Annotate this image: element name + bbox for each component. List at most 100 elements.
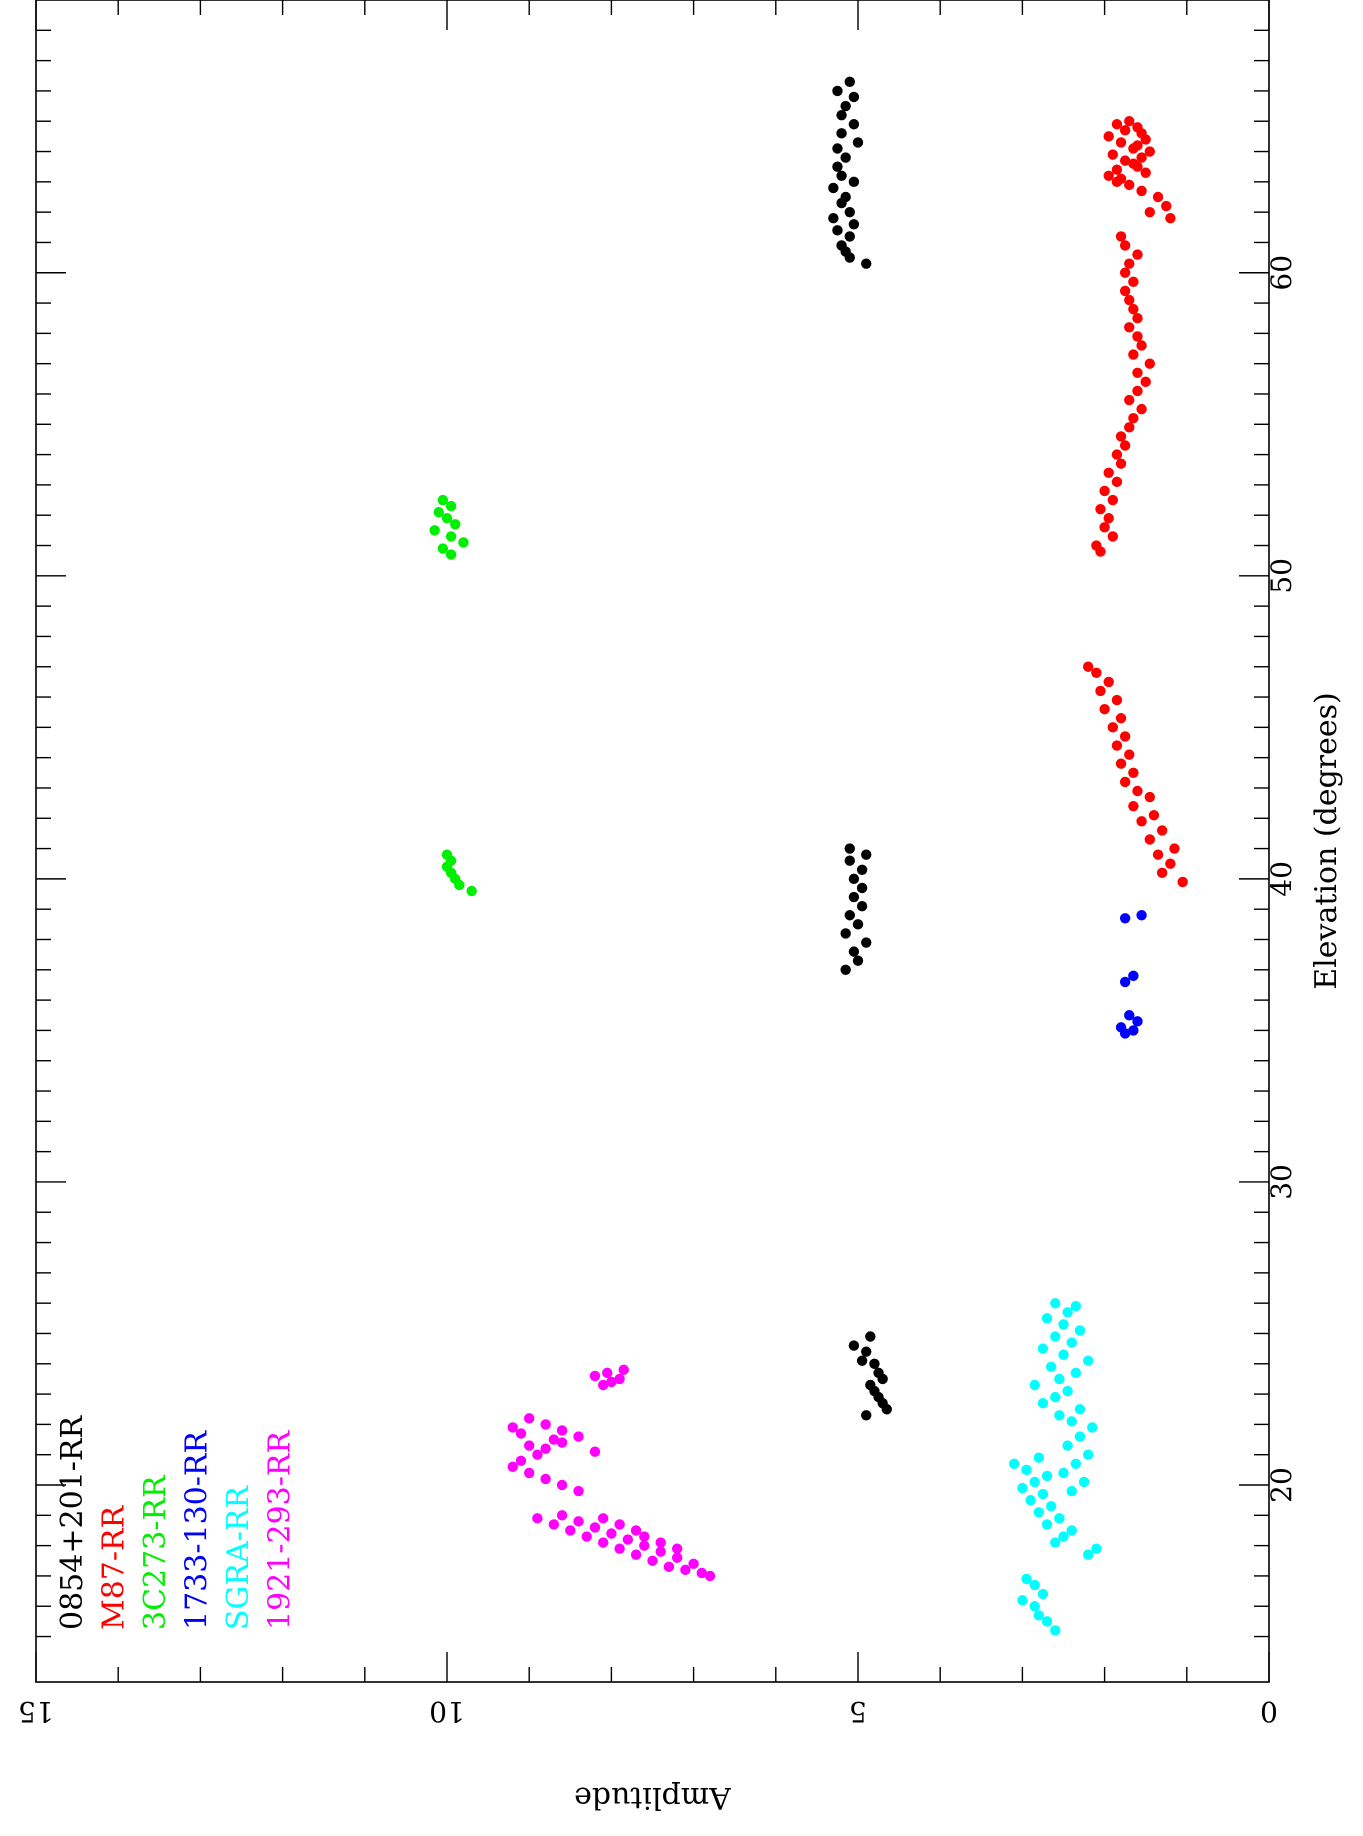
data-point [524,1413,535,1424]
data-point [1107,722,1119,733]
data-point [856,882,868,894]
data-point [832,225,843,236]
data-point [614,1519,625,1530]
data-point [1103,170,1114,181]
data-point [663,1561,675,1573]
data-point [540,1443,551,1454]
data-point [1156,867,1168,879]
data-point [433,506,444,518]
data-point [840,191,851,203]
data-point [840,964,851,976]
data-point [1136,340,1147,351]
data-point [606,1376,617,1388]
data-point [671,1543,683,1554]
data-point [573,1431,584,1442]
series-3C273-RR [429,494,477,897]
data-point [1021,1573,1032,1585]
legend-entry: 0854+201-RR [55,1415,90,1630]
data-point [540,1473,551,1485]
data-point [565,1525,576,1536]
data-point [1119,776,1131,788]
data-point [848,119,860,130]
data-point [1177,876,1188,888]
data-point [1082,1449,1094,1460]
data-point [848,176,860,188]
data-point [1029,1601,1040,1612]
data-point [597,1379,609,1391]
data-point [836,170,847,181]
data-point [848,873,860,885]
data-point [1128,276,1139,288]
data-point [602,1367,613,1379]
data-point [1082,1549,1094,1560]
data-point [1132,140,1143,151]
data-point [1115,713,1127,724]
data-point [1062,1385,1073,1397]
data-point [606,1528,617,1539]
data-point [1082,661,1094,672]
data-point [515,1428,527,1439]
data-point [840,152,851,163]
elevation-tick-label: 20 [1265,1467,1298,1503]
data-point [429,525,440,536]
data-point [450,519,461,530]
data-point [865,1331,876,1342]
legend: 0854+201-RR M87-RR 3C273-RR 1733-130-RR SGRA… [55,1415,298,1630]
data-point [1156,825,1168,836]
data-point [532,1449,543,1460]
data-point [832,143,843,154]
data-point [1107,531,1119,542]
elevation-tick-label: 40 [1265,861,1298,897]
data-point [1144,358,1156,369]
data-point [1128,970,1139,982]
data-point [1078,1476,1090,1488]
legend-entry: 1733-130-RR [180,1430,215,1630]
data-point [1103,467,1114,478]
data-point [1074,1404,1086,1415]
data-point [877,1373,888,1385]
amplitude-tick-label: 10 [429,1695,465,1728]
axes: 20 30 40 50 60 0 5 10 15 Elevation (degrees) Ampli… [18,0,1344,1815]
data-point [1124,422,1135,433]
data-point [614,1373,625,1385]
data-point [1017,1594,1028,1606]
data-point [458,537,469,548]
data-point [532,1513,543,1524]
data-point [1041,1313,1053,1324]
data-point [1099,522,1110,533]
data-point [1058,1467,1069,1479]
data-point [548,1519,560,1530]
data-point [445,500,457,512]
data-point [680,1564,691,1576]
data-point [869,1358,880,1369]
data-point [597,1537,609,1548]
data-point [1021,1464,1032,1476]
data-point [671,1552,683,1563]
data-point [1062,1307,1073,1318]
data-point [844,231,855,242]
data-point [1115,137,1127,148]
data-point [1169,843,1180,854]
data-point [1037,1343,1049,1354]
data-point [622,1534,634,1545]
data-point [828,213,839,224]
data-point [1124,749,1135,760]
data-point [1128,158,1139,169]
data-point [1070,1301,1082,1312]
data-point [573,1516,584,1527]
data-point [1128,413,1139,424]
data-point [1136,152,1147,163]
data-point [1128,767,1139,779]
data-point [1066,1485,1077,1497]
data-point [445,531,457,542]
data-point [844,855,855,866]
series-0854+201-RR [828,76,892,1421]
data-point [466,885,477,897]
data-point [1091,1543,1102,1554]
data-point [618,1364,629,1376]
data-point [1144,791,1156,803]
data-point [1107,494,1119,506]
data-point [1066,1416,1077,1427]
data-point [445,549,457,560]
